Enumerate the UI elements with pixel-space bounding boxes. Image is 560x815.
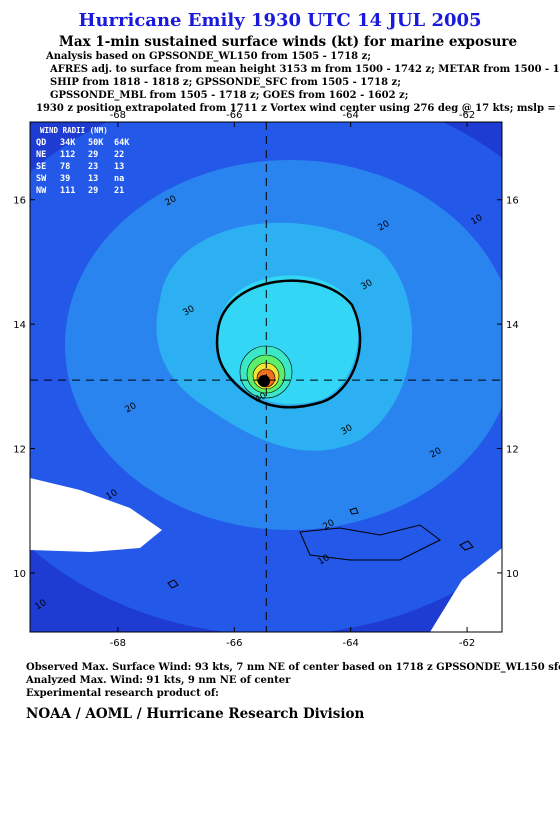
gale-contour [215, 279, 362, 409]
y-tick-label: 14 [506, 320, 519, 331]
footer-line: Experimental research product of: [26, 688, 219, 699]
x-tick-label: -68 [110, 638, 126, 649]
wind-radii-title: WIND RADII (NM) [40, 126, 108, 135]
x-tick-label: -64 [343, 638, 359, 649]
wind-radii-cell: 50K [88, 138, 104, 148]
wind-radii-cell: 39 [60, 174, 70, 184]
analysis-line: GPSSONDE_MBL from 1505 - 1718 z; GOES fr… [50, 90, 408, 101]
title: Hurricane Emily 1930 UTC 14 JUL 2005 [78, 10, 481, 31]
wind-radii-cell: NW [36, 186, 47, 196]
wind-radii-cell: na [114, 174, 124, 184]
analysis-line: Analysis based on GPSSONDE_WL150 from 15… [45, 51, 371, 62]
footer-line: Observed Max. Surface Wind: 93 kts, 7 nm… [26, 662, 560, 673]
wind-radii-cell: 21 [114, 186, 124, 196]
land [430, 548, 502, 632]
wind-field [30, 122, 502, 632]
wind-radii-cell: NE [36, 150, 46, 160]
y-tick-label: 12 [506, 445, 519, 456]
wind-radii-cell: 112 [60, 150, 75, 160]
x-tick-label: -62 [459, 638, 475, 649]
analysis-line: SHIP from 1818 - 1818 z; GPSSONDE_SFC fr… [50, 77, 401, 88]
y-tick-label: 14 [13, 320, 26, 331]
x-tick-label: -66 [226, 110, 242, 121]
wind-radii-cell: 22 [114, 150, 124, 160]
footer-line: Analyzed Max. Wind: 91 kts, 9 nm NE of c… [25, 675, 291, 686]
land [30, 478, 162, 552]
wind-radii-cell: QD [36, 138, 46, 148]
analysis-line: 1930 z position extrapolated from 1711 z… [36, 103, 560, 114]
subtitle: Max 1-min sustained surface winds (kt) f… [59, 34, 517, 50]
x-tick-label: -64 [343, 110, 359, 121]
organization: NOAA / AOML / Hurricane Research Divisio… [26, 706, 365, 722]
wind-radii-cell: 29 [88, 186, 98, 196]
wind-radii-cell: 111 [60, 186, 75, 196]
wind-radii-cell: 64K [114, 138, 130, 148]
wind-radii-cell: 23 [88, 162, 98, 172]
x-tick-label: -62 [459, 110, 475, 121]
y-tick-label: 12 [13, 445, 26, 456]
y-tick-label: 10 [506, 569, 519, 580]
y-tick-label: 10 [13, 569, 26, 580]
y-tick-label: 16 [13, 196, 26, 207]
wind-radii-cell: 29 [88, 150, 98, 160]
x-tick-label: -66 [226, 638, 242, 649]
island [167, 507, 474, 589]
y-tick-label: 16 [506, 196, 519, 207]
wind-radii-cell: SW [36, 174, 47, 184]
eye [258, 375, 270, 387]
island [299, 524, 441, 561]
wind-radii-cell: 78 [60, 162, 70, 172]
x-tick-label: -68 [110, 110, 126, 121]
analysis-line: AFRES adj. to surface from mean height 3… [49, 64, 560, 75]
wind-radii-cell: 13 [114, 162, 124, 172]
wind-radii-cell: SE [36, 162, 46, 172]
wind-radii-cell: 13 [88, 174, 98, 184]
wind-radii-cell: 34K [60, 138, 76, 148]
